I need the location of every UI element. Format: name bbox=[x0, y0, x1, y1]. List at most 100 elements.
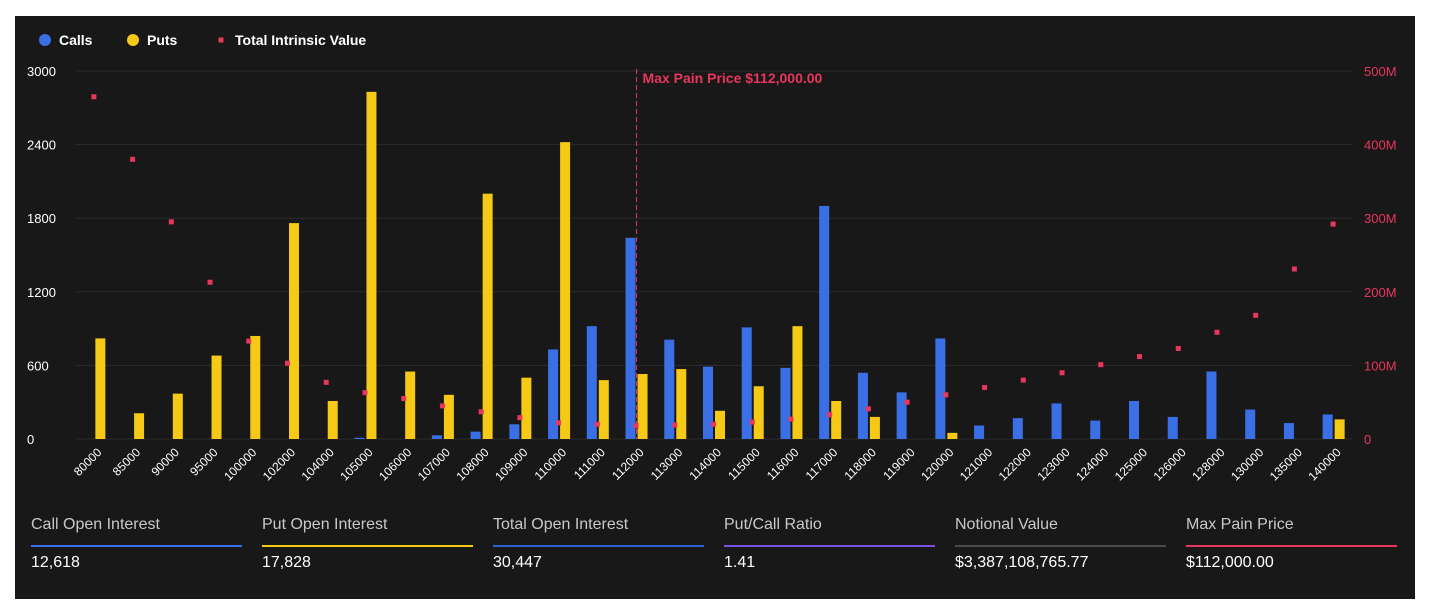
call-bar bbox=[780, 367, 791, 439]
put-bar bbox=[289, 223, 299, 439]
stat-label: Put Open Interest bbox=[262, 516, 388, 533]
open-interest-panel: Calls Puts Total Intrinsic Value 0 600 1200 18… bbox=[15, 16, 1415, 599]
put-bar bbox=[95, 338, 106, 439]
call-bar bbox=[935, 338, 946, 439]
legend-label: Puts bbox=[147, 32, 178, 48]
x-tick-label: 115000 bbox=[725, 445, 763, 483]
intrinsic-value-point bbox=[1330, 221, 1336, 227]
intrinsic-value-point bbox=[1137, 354, 1142, 360]
put-bar bbox=[560, 142, 571, 439]
put-bar bbox=[831, 400, 842, 439]
stat-value: 30,447 bbox=[493, 554, 542, 571]
x-tick-label: 118000 bbox=[841, 445, 879, 483]
y-left-tick-label: 2400 bbox=[27, 138, 56, 153]
x-tick-label: 109000 bbox=[492, 445, 530, 483]
put-bar bbox=[598, 380, 609, 439]
stat-label: Call Open Interest bbox=[31, 516, 160, 533]
call-bar bbox=[974, 425, 985, 439]
intrinsic-value-point bbox=[594, 421, 600, 427]
intrinsic-value-point bbox=[1253, 312, 1259, 318]
x-tick-label: 135000 bbox=[1267, 445, 1305, 483]
x-tick-label: 108000 bbox=[454, 445, 492, 483]
stat-label: Total Open Interest bbox=[493, 516, 629, 533]
call-bar bbox=[896, 392, 907, 439]
put-bar bbox=[211, 355, 222, 439]
intrinsic-value-point bbox=[904, 399, 910, 405]
x-tick-label: 107000 bbox=[415, 445, 453, 483]
intrinsic-value-point bbox=[1291, 266, 1297, 272]
x-tick-label: 128000 bbox=[1189, 445, 1227, 483]
call-bar bbox=[1167, 416, 1178, 439]
intrinsic-value-point bbox=[865, 406, 871, 412]
stat-value: $112,000.00 bbox=[1186, 554, 1274, 571]
y-left-tick-label: 3000 bbox=[27, 64, 56, 79]
x-tick-label: 105000 bbox=[337, 445, 375, 483]
put-bar bbox=[482, 193, 493, 439]
call-bar bbox=[819, 205, 830, 439]
call-bar bbox=[1051, 403, 1062, 439]
put-bar bbox=[637, 373, 648, 439]
intrinsic-value-point bbox=[285, 360, 290, 366]
y-right-tick-label: 300M bbox=[1364, 211, 1397, 226]
put-bar bbox=[947, 432, 958, 439]
put-bar bbox=[327, 400, 338, 439]
intrinsic-value-point bbox=[168, 219, 174, 225]
open-interest-chart: Calls Puts Total Intrinsic Value 0 600 1200 18… bbox=[27, 32, 1397, 483]
call-bar bbox=[1283, 423, 1294, 439]
legend-label: Total Intrinsic Value bbox=[235, 32, 366, 48]
call-bar bbox=[548, 349, 559, 439]
x-tick-label: 110000 bbox=[532, 445, 570, 483]
x-tick-label: 111000 bbox=[571, 445, 608, 482]
stat-put-open-interest: Put Open Interest 17,828 bbox=[262, 514, 473, 584]
x-tick-label: 126000 bbox=[1151, 445, 1189, 483]
stat-value: 17,828 bbox=[262, 554, 311, 571]
stats-row: Call Open Interest 12,618 Put Open Inter… bbox=[31, 514, 1401, 594]
stat-label: Notional Value bbox=[955, 516, 1058, 533]
stat-label: Max Pain Price bbox=[1186, 516, 1294, 533]
x-tick-label: 100000 bbox=[221, 445, 259, 483]
put-bar bbox=[869, 416, 880, 439]
call-bar bbox=[1129, 400, 1139, 439]
stat-call-open-interest: Call Open Interest 12,618 bbox=[31, 514, 242, 584]
stat-value: $3,387,108,765.77 bbox=[955, 554, 1089, 571]
intrinsic-value-point bbox=[943, 392, 949, 398]
put-bar bbox=[521, 377, 532, 439]
put-bar bbox=[792, 326, 803, 439]
put-bar bbox=[366, 91, 377, 439]
stat-underline bbox=[1186, 545, 1397, 547]
put-bar bbox=[134, 413, 145, 439]
x-tick-label: 140000 bbox=[1306, 445, 1344, 483]
y-right-tick-label: 100M bbox=[1364, 358, 1397, 373]
x-tick-label: 116000 bbox=[764, 445, 802, 483]
intrinsic-value-point bbox=[362, 390, 368, 396]
legend-marker bbox=[218, 37, 224, 43]
call-bar bbox=[1206, 371, 1217, 439]
stat-total-open-interest: Total Open Interest 30,447 bbox=[493, 514, 704, 584]
intrinsic-value-point bbox=[672, 422, 678, 428]
x-tick-label: 85000 bbox=[110, 445, 144, 479]
x-tick-label: 113000 bbox=[648, 445, 686, 483]
intrinsic-value-point bbox=[1059, 370, 1065, 376]
intrinsic-value-point bbox=[246, 338, 252, 344]
y-right-tick-label: 0 bbox=[1364, 432, 1371, 447]
x-tick-label: 106000 bbox=[376, 445, 414, 483]
x-tick-label: 112000 bbox=[609, 445, 647, 483]
call-bar bbox=[664, 339, 675, 439]
intrinsic-value-point bbox=[711, 421, 716, 427]
x-tick-label: 114000 bbox=[687, 445, 725, 483]
intrinsic-value-point bbox=[1214, 329, 1220, 335]
call-bar bbox=[1322, 414, 1333, 439]
x-tick-label: 123000 bbox=[1034, 445, 1072, 483]
stat-value: 12,618 bbox=[31, 554, 80, 571]
put-bar bbox=[250, 335, 261, 439]
y-left-tick-label: 600 bbox=[27, 358, 49, 373]
stat-underline bbox=[31, 545, 242, 547]
call-bar bbox=[470, 431, 481, 439]
x-tick-label: 80000 bbox=[71, 445, 105, 479]
intrinsic-value-point bbox=[788, 416, 794, 422]
intrinsic-value-point bbox=[323, 379, 329, 385]
stat-label: Put/Call Ratio bbox=[724, 516, 822, 533]
put-bar bbox=[676, 369, 687, 439]
legend-marker bbox=[39, 34, 51, 46]
x-tick-label: 104000 bbox=[299, 445, 337, 483]
